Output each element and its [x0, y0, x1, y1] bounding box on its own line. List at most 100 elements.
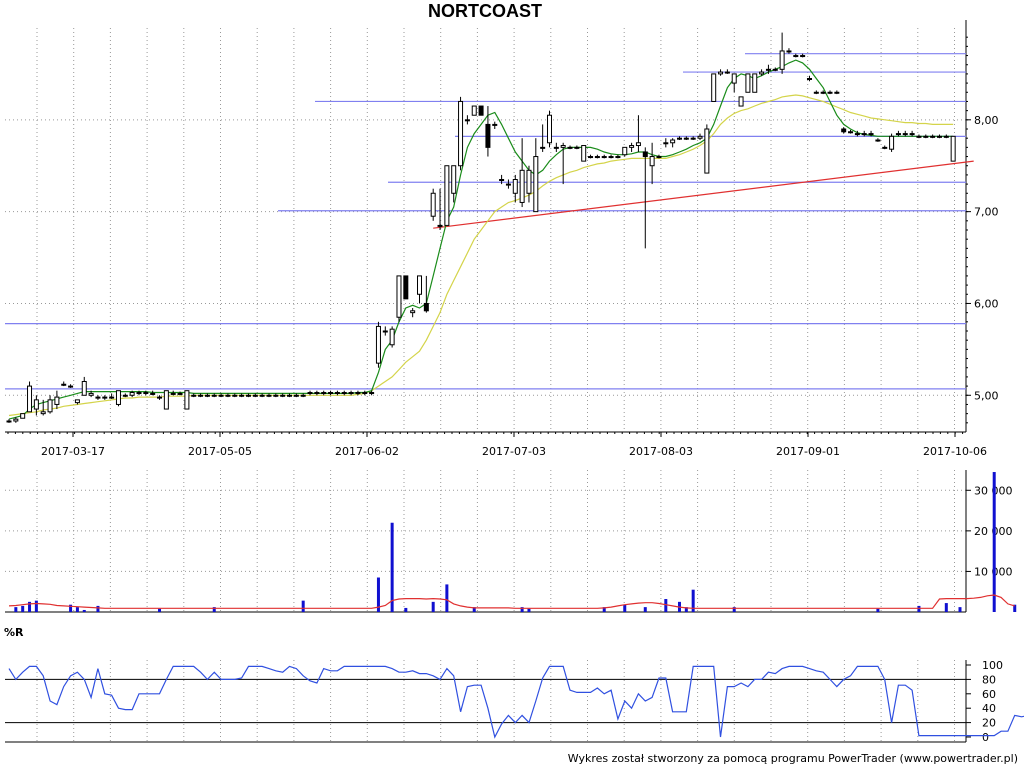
candle-body: [895, 133, 901, 136]
candle-body: [252, 394, 258, 397]
candle-body: [670, 139, 676, 144]
price-plot-area: [5, 28, 966, 432]
chart-title: NORTCOAST: [428, 1, 542, 21]
price-x-tick-label: 2017-07-03: [482, 445, 546, 458]
candle-body: [724, 71, 730, 74]
candle-body: [909, 133, 915, 136]
price-y-tick-label: 7,00: [974, 206, 999, 219]
candle-body: [74, 399, 80, 404]
volume-bar: [944, 603, 948, 612]
price-x-tick-label: 2017-05-05: [188, 445, 252, 458]
candle-body: [841, 128, 847, 133]
candle-body: [752, 73, 758, 93]
candle-body: [512, 179, 518, 194]
candle-body: [300, 394, 306, 397]
candle-body: [581, 145, 587, 162]
candle-body: [478, 105, 484, 116]
candle-body: [458, 100, 464, 167]
candle-body: [20, 413, 26, 419]
candle-body: [834, 91, 840, 94]
candle-body: [150, 392, 156, 395]
candle-body: [451, 165, 457, 194]
candle-body: [13, 418, 19, 422]
candle-body: [293, 394, 299, 397]
candle-body: [95, 396, 101, 399]
price-y-tick-label: 8,00: [974, 114, 999, 127]
candle-body: [430, 192, 436, 217]
candle-body: [882, 146, 888, 149]
candle-body: [68, 385, 74, 388]
wr-y-tick-label: 80: [982, 673, 996, 686]
candle-body: [711, 73, 717, 102]
candle-body: [943, 135, 949, 138]
candle-body: [526, 169, 532, 194]
volume-bar: [876, 608, 880, 612]
candle-body: [321, 392, 327, 395]
volume-bar: [958, 607, 962, 612]
candle-body: [704, 128, 710, 174]
candle-body: [232, 394, 238, 397]
price-y-tick-label: 6,00: [974, 297, 999, 310]
candle-body: [122, 394, 128, 397]
price-y-tick-label: 5,00: [974, 389, 999, 402]
volume-bar: [472, 607, 476, 612]
candle-body: [820, 91, 826, 94]
candle-body: [574, 146, 580, 149]
indicator-label: %R: [4, 626, 24, 639]
candle-body: [492, 123, 498, 126]
candle-body: [355, 392, 361, 395]
candle-body: [848, 131, 854, 134]
candle-body: [410, 310, 416, 314]
candle-body: [129, 392, 135, 396]
candle-body: [861, 133, 867, 136]
price-x-tick-label: 2017-08-03: [629, 445, 693, 458]
candle-body: [594, 156, 600, 159]
candle-body: [629, 145, 635, 148]
candle-body: [403, 275, 409, 300]
candle-body: [369, 392, 375, 395]
candle-body: [143, 392, 149, 395]
candle-body: [800, 55, 806, 58]
volume-bar: [69, 604, 73, 612]
candle-body: [341, 392, 347, 395]
wr-y-tick-label: 0: [982, 731, 989, 744]
candle-body: [328, 392, 334, 395]
candle-body: [198, 394, 204, 397]
candle-body: [417, 275, 423, 295]
candle-body: [136, 392, 142, 395]
candle-body: [608, 156, 614, 159]
price-x-tick-label: 2017-06-02: [335, 445, 399, 458]
candle-body: [389, 328, 395, 346]
candle-body: [307, 392, 313, 395]
volume-bar: [664, 599, 668, 612]
candle-body: [567, 146, 573, 149]
candle-body: [601, 156, 607, 159]
volume-bar: [75, 607, 79, 612]
candle-body: [437, 224, 443, 227]
wr-y-tick-label: 40: [982, 702, 996, 715]
candle-body: [656, 156, 662, 159]
candle-body: [936, 135, 942, 138]
candle-body: [765, 68, 771, 71]
candle-body: [745, 73, 751, 93]
candle-body: [868, 133, 874, 136]
candle-body: [47, 399, 53, 413]
footer-credit: Wykres został stworzony za pomocą progra…: [568, 752, 1018, 765]
volume-bar: [96, 605, 100, 612]
candle-body: [950, 135, 956, 162]
volume-bar: [520, 607, 524, 612]
volume-bar: [623, 604, 627, 612]
volume-bar: [390, 522, 394, 612]
candle-body: [6, 420, 12, 423]
price-x-tick-label: 2017-03-17: [41, 445, 105, 458]
wr-y-tick-label: 100: [982, 659, 1003, 672]
candle-body: [718, 71, 724, 75]
volume-bar: [21, 605, 25, 612]
volume-bar: [917, 605, 921, 612]
candle-body: [225, 394, 231, 397]
candle-body: [382, 330, 388, 333]
volume-bar: [404, 607, 408, 612]
candle-body: [314, 392, 320, 395]
candle-body: [588, 156, 594, 159]
